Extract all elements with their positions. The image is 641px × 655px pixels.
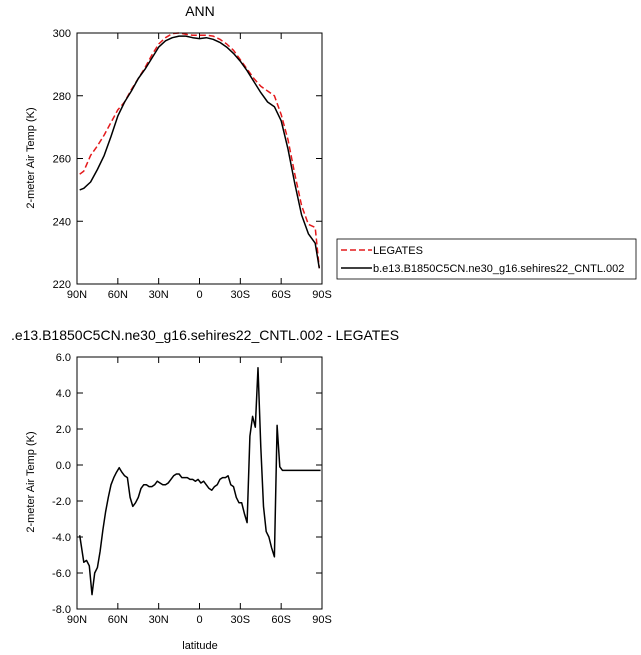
bottom-x-tick-label: 90N	[67, 614, 87, 626]
top-x-tick-label: 90S	[312, 289, 332, 301]
top-y-tick-label: 220	[53, 279, 71, 291]
top-x-tick-label: 30S	[231, 289, 251, 301]
bottom-series-lines	[78, 367, 321, 596]
legend-label-legates: LEGATES	[373, 245, 423, 257]
bottom-y-axis-label: 2-meter Air Temp (K)	[25, 431, 37, 532]
bottom-chart-title: .e13.B1850C5CN.ne30_g16.sehires22_CNTL.0…	[11, 327, 399, 343]
top-series-line-1	[79, 35, 321, 269]
top-axis-ticks: 90N 60N 30N 0 30S 60S 90S 220 240 260 280 300	[53, 28, 332, 301]
top-series-lines	[79, 32, 321, 269]
top-x-tick-label: 0	[196, 289, 202, 301]
bottom-y-tick-label: 6.0	[56, 352, 71, 364]
bottom-x-tick-label: 60S	[271, 614, 291, 626]
bottom-y-tick-label: 4.0	[56, 388, 71, 400]
top-x-tick-label: 90N	[67, 289, 87, 301]
top-chart-title: ANN	[185, 3, 215, 19]
top-plot: ANN 2-meter Air Temp (K) 90N 60N 30N 0 30S 60…	[25, 3, 332, 301]
bottom-x-tick-label: 60N	[108, 614, 128, 626]
bottom-series-line-0	[78, 367, 321, 596]
bottom-y-tick-label: 0.0	[56, 460, 71, 472]
top-y-tick-label: 240	[53, 216, 71, 228]
bottom-x-tick-label: 30S	[231, 614, 251, 626]
bottom-x-tick-label: 0	[196, 614, 202, 626]
top-y-tick-label: 280	[53, 91, 71, 103]
top-y-tick-label: 300	[53, 28, 71, 40]
bottom-plot: .e13.B1850C5CN.ne30_g16.sehires22_CNTL.0…	[11, 327, 399, 652]
bottom-axis-ticks: 90N 60N 30N 0 30S 60S 90S -8.0 -6.0 -4.0 -2.0 0.0 2.…	[52, 352, 332, 626]
bottom-x-tick-label: 90S	[312, 614, 332, 626]
legend-box	[336, 238, 637, 280]
bottom-plot-frame	[76, 356, 323, 610]
bottom-y-tick-label: 2.0	[56, 424, 71, 436]
bottom-x-tick-label: 30N	[149, 614, 169, 626]
top-x-tick-label: 60S	[271, 289, 291, 301]
bottom-x-axis-label: latitude	[182, 640, 217, 652]
bottom-y-tick-label: -8.0	[52, 604, 71, 616]
top-y-tick-label: 260	[53, 154, 71, 166]
top-x-tick-label: 60N	[108, 289, 128, 301]
legend: LEGATES b.e13.B1850C5CN.ne30_g16.sehires…	[336, 238, 637, 280]
bottom-y-tick-label: -6.0	[52, 568, 71, 580]
bottom-y-tick-label: -4.0	[52, 532, 71, 544]
top-plot-frame	[76, 32, 323, 285]
top-x-tick-label: 30N	[149, 289, 169, 301]
bottom-y-tick-label: -2.0	[52, 496, 71, 508]
legend-label-model: b.e13.B1850C5CN.ne30_g16.sehires22_CNTL.…	[373, 263, 624, 275]
top-y-axis-label: 2-meter Air Temp (K)	[25, 107, 37, 208]
top-series-line-0	[79, 32, 321, 269]
